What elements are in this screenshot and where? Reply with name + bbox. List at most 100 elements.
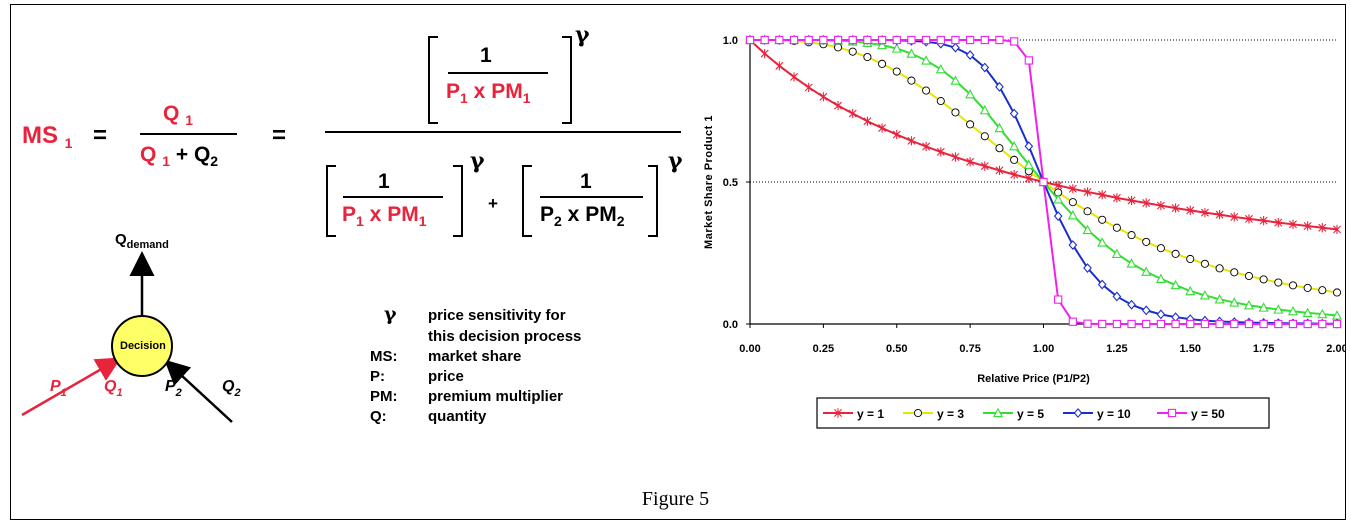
data-point xyxy=(936,97,945,106)
series-line xyxy=(749,39,1338,231)
data-point xyxy=(745,35,755,45)
data-point xyxy=(1156,200,1165,211)
legend-term: γ xyxy=(384,303,397,325)
data-point xyxy=(1023,159,1034,169)
data-point xyxy=(1258,302,1269,312)
equals-sign-1: = xyxy=(93,122,108,149)
data-point xyxy=(1039,177,1048,187)
inner-fraction-bar xyxy=(540,196,643,198)
equals-sign-2: = xyxy=(272,122,287,149)
data-point xyxy=(878,123,887,133)
market-share-chart: 0.0 0.5 1.0 0.00 0.25 0.50 0.75 1.00 1.25 1.50 1.7… xyxy=(703,34,1345,429)
data-point xyxy=(1274,278,1283,287)
p1-label: P1 xyxy=(50,378,67,399)
data-point xyxy=(1083,263,1092,273)
data-point xyxy=(1156,244,1165,253)
data-point xyxy=(819,35,828,45)
data-point xyxy=(1333,224,1341,235)
legend-entry: y = 10 xyxy=(1097,407,1131,421)
data-point xyxy=(775,35,784,45)
data-point xyxy=(965,35,975,45)
data-point xyxy=(980,161,989,171)
bracket-right xyxy=(453,165,463,237)
data-point xyxy=(790,72,799,82)
data-point xyxy=(1318,319,1327,329)
data-point xyxy=(1127,231,1136,240)
bracket-right xyxy=(562,36,572,124)
data-point xyxy=(966,157,975,167)
data-point xyxy=(834,101,843,111)
data-point xyxy=(980,62,990,73)
data-point xyxy=(1288,281,1298,290)
data-point xyxy=(1318,286,1327,295)
gamma-exponent: γ xyxy=(575,22,590,48)
term-p2-pm2: P2 x PM2 xyxy=(540,203,625,229)
decision-diagram xyxy=(21,251,233,423)
legend-marker xyxy=(834,408,842,418)
data-point xyxy=(1083,207,1092,216)
data-point xyxy=(921,55,932,65)
data-point xyxy=(1111,248,1122,259)
q2-label: Q2 xyxy=(222,378,241,399)
numerator-q1: Q 1 xyxy=(163,102,193,128)
data-point xyxy=(1186,319,1195,329)
data-point xyxy=(848,35,857,45)
data-point xyxy=(1171,249,1180,258)
data-point xyxy=(1127,195,1136,206)
legend-marker xyxy=(992,407,1004,418)
x-tick-label: 0.50 xyxy=(886,343,907,355)
data-point xyxy=(848,47,857,56)
data-point xyxy=(789,35,799,45)
data-point xyxy=(1067,209,1078,220)
data-point xyxy=(951,35,960,45)
data-point xyxy=(1186,254,1195,264)
data-point xyxy=(1112,291,1122,302)
data-point xyxy=(1214,294,1225,304)
term-one: 1 xyxy=(378,170,390,193)
data-point xyxy=(863,35,872,45)
data-point xyxy=(1009,140,1020,151)
data-point xyxy=(936,147,945,157)
data-point xyxy=(1244,214,1253,224)
fraction-bar-1 xyxy=(140,133,237,135)
data-point xyxy=(1171,203,1180,213)
data-point xyxy=(922,141,931,152)
data-point xyxy=(1097,237,1108,247)
y-tick-label: 1.0 xyxy=(723,35,738,47)
data-point xyxy=(935,63,946,74)
data-point xyxy=(1171,319,1180,329)
data-point xyxy=(1302,307,1313,318)
inner-fraction-bar xyxy=(448,72,548,74)
data-point xyxy=(804,35,813,45)
data-point xyxy=(1068,198,1077,207)
data-point xyxy=(1053,194,1064,204)
legend-marker xyxy=(1167,408,1177,418)
data-point xyxy=(980,132,989,141)
data-point xyxy=(1259,275,1268,284)
x-tick-label: 0.00 xyxy=(739,343,760,355)
data-point xyxy=(1317,308,1328,319)
data-point xyxy=(1098,319,1107,329)
gamma-exponent: γ xyxy=(668,148,683,174)
data-point xyxy=(979,104,990,115)
data-point xyxy=(906,48,917,58)
data-point xyxy=(1126,258,1137,268)
data-point xyxy=(951,108,960,117)
ms-label: MS 1 xyxy=(22,122,73,151)
data-point xyxy=(1259,216,1268,226)
term-p1-pm1: P1 x PM1 xyxy=(342,203,427,229)
data-point xyxy=(995,144,1004,153)
data-point xyxy=(892,129,901,140)
data-point xyxy=(1274,218,1283,228)
data-point xyxy=(995,165,1004,175)
data-point xyxy=(1083,187,1092,197)
data-point xyxy=(995,81,1004,92)
data-point xyxy=(1200,319,1210,329)
series-line xyxy=(750,39,1338,294)
data-point xyxy=(907,136,916,146)
data-point xyxy=(1185,285,1196,296)
data-point xyxy=(1288,219,1297,229)
data-point xyxy=(951,42,960,53)
data-point xyxy=(833,35,843,45)
x-tick-label: 2.00 xyxy=(1326,343,1345,355)
